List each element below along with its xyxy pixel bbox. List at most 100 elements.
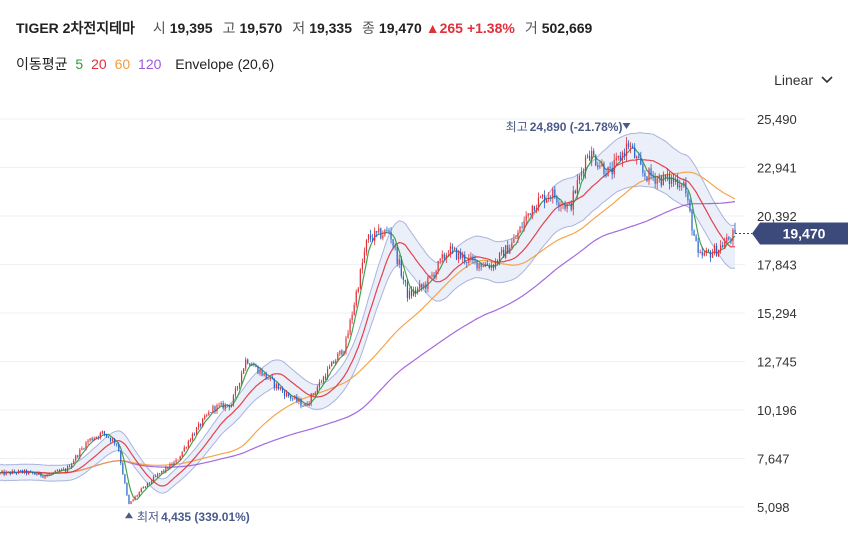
candle (175, 458, 177, 464)
candle (634, 143, 636, 159)
candle (509, 244, 511, 254)
candle (316, 384, 318, 395)
candle (578, 174, 581, 185)
candle (73, 458, 75, 465)
candle (648, 167, 650, 185)
candle (294, 394, 296, 400)
candle (722, 241, 724, 248)
candle (511, 238, 513, 250)
moving-average-label: 이동평균 (16, 56, 68, 72)
candle (681, 183, 683, 191)
candle (157, 472, 159, 478)
candle (388, 227, 390, 234)
indicator-legend[interactable]: 이동평균 5 20 60 120 Envelope (20,6) (16, 54, 278, 74)
candle (548, 192, 550, 203)
candle (208, 410, 210, 416)
candle (664, 174, 667, 182)
candle (169, 462, 171, 470)
candle (609, 162, 611, 171)
candle (181, 451, 183, 458)
candle (437, 260, 439, 275)
candle (95, 436, 97, 440)
candle (457, 250, 460, 264)
candle (658, 173, 660, 183)
candle (347, 329, 349, 339)
candle (62, 467, 65, 471)
candle (68, 464, 71, 468)
candle (711, 248, 714, 258)
candle (400, 256, 402, 279)
candle (730, 237, 732, 245)
candle (359, 268, 361, 290)
candle (130, 501, 132, 505)
chevron-down-icon (821, 76, 833, 84)
candle (576, 174, 578, 199)
candle (513, 233, 515, 244)
candle (189, 437, 192, 443)
candle (560, 201, 562, 212)
candle (218, 402, 220, 408)
candle (603, 161, 605, 178)
candle (9, 471, 11, 476)
candle (261, 368, 263, 377)
candle (183, 445, 185, 452)
candle (30, 470, 32, 473)
candle (586, 153, 589, 159)
candle (638, 152, 640, 159)
candle (310, 392, 312, 407)
candle (670, 174, 673, 188)
candle (574, 189, 576, 195)
candle (255, 363, 257, 368)
candle (216, 403, 218, 414)
candle (642, 160, 644, 177)
candle (414, 286, 417, 298)
candle (728, 236, 730, 241)
candle (640, 151, 642, 166)
candle (36, 473, 38, 476)
candle (144, 486, 146, 489)
candle (193, 432, 196, 436)
candle (374, 227, 376, 246)
candle (150, 479, 153, 485)
candle (118, 442, 120, 452)
candle (685, 177, 687, 198)
candle (734, 222, 736, 234)
y-tick-label: 10,196 (757, 403, 797, 418)
candle (552, 186, 554, 204)
candle (292, 397, 294, 402)
candle (470, 252, 472, 263)
candle (89, 438, 91, 443)
candle (269, 377, 271, 382)
candle (220, 401, 222, 407)
candle (568, 201, 570, 206)
candle (120, 450, 122, 466)
close-label: 종 (362, 20, 375, 36)
candle (140, 487, 142, 493)
candle (390, 226, 392, 244)
candle (71, 462, 73, 469)
candle (349, 318, 351, 336)
candle (726, 233, 728, 243)
candle (541, 194, 544, 199)
candle (324, 373, 327, 380)
candle (101, 430, 103, 435)
candle (503, 246, 505, 258)
scale-selector[interactable]: Linear (774, 72, 833, 88)
candle (312, 392, 314, 396)
candle (507, 240, 509, 254)
candle (326, 366, 329, 380)
candle (515, 234, 517, 239)
high-value: 19,570 (239, 20, 283, 36)
candle (715, 242, 718, 257)
candle (644, 169, 646, 180)
ma-60-label: 60 (114, 56, 131, 72)
candle (703, 250, 705, 257)
y-tick-label: 22,941 (757, 161, 797, 176)
candle (154, 474, 157, 478)
candle (496, 259, 499, 266)
candle (232, 393, 235, 407)
candle (17, 469, 20, 475)
candle (453, 246, 456, 251)
change-percent: +1.38% (466, 20, 515, 36)
